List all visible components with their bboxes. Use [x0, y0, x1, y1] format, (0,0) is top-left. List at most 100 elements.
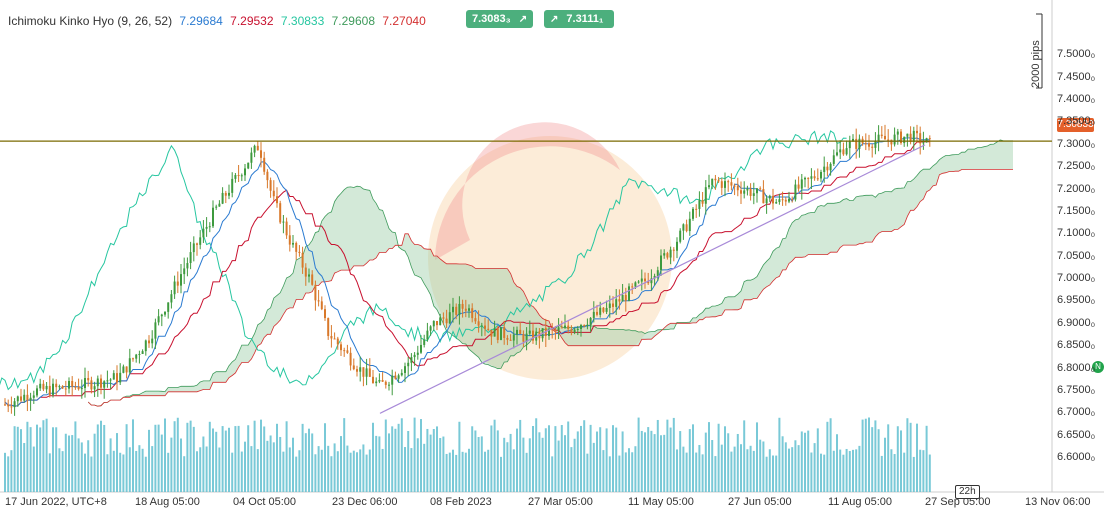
volume-bar [772, 455, 774, 492]
volume-bar [816, 428, 819, 492]
candlestick [474, 312, 477, 324]
volume-bar [244, 441, 246, 492]
candlestick [797, 176, 800, 192]
candlestick [48, 375, 51, 398]
candlestick [759, 186, 762, 191]
candlestick [791, 196, 794, 203]
volume-bar [813, 443, 816, 492]
volume-bar [589, 424, 592, 492]
volume-bar [317, 446, 320, 492]
candlestick [301, 246, 304, 274]
candlestick [676, 237, 678, 259]
volume-bar [87, 440, 90, 492]
candlestick [794, 179, 797, 202]
candlestick [477, 310, 480, 333]
pips-ruler[interactable] [1036, 13, 1043, 89]
y-tick-label: 6.8000₀ [1057, 361, 1096, 374]
candlestick [61, 385, 64, 390]
y-tick-label: 7.0500₀ [1057, 249, 1096, 262]
volume-bar [788, 448, 790, 492]
trend-line[interactable] [379, 144, 926, 414]
candlestick [858, 134, 861, 158]
candlestick [138, 350, 141, 364]
candlestick [340, 341, 342, 356]
y-tick-label: 7.5000₀ [1057, 48, 1096, 61]
x-tick-label: 27 Sep 05:00 [925, 496, 991, 508]
candlestick [288, 225, 291, 252]
candlestick [669, 246, 672, 265]
x-tick-label: 08 Feb 2023 [430, 496, 492, 508]
candlestick [269, 177, 272, 198]
volume-bar [282, 451, 285, 492]
candlestick [845, 140, 848, 156]
candlestick [615, 289, 618, 315]
volume-bar [832, 450, 835, 492]
volume-bar [116, 433, 118, 492]
volume-bar [426, 428, 429, 492]
candlestick [250, 147, 253, 169]
volume-bar [861, 419, 864, 492]
candlestick [23, 389, 26, 403]
volume-bar [909, 422, 912, 492]
x-tick-label: 04 Oct 05:00 [233, 496, 296, 508]
volume-bar [36, 424, 38, 492]
candlestick [234, 173, 237, 183]
candlestick [336, 336, 339, 350]
volume-bar [679, 431, 682, 492]
volume-bar [644, 432, 646, 492]
volume-bar [340, 436, 342, 492]
candlestick [900, 129, 902, 145]
volume-bar [503, 437, 506, 492]
candlestick [816, 168, 819, 181]
candlestick [458, 296, 461, 325]
indicator-legend: Ichimoku Kinko Hyo (9, 26, 52) 7.29684 7… [8, 14, 430, 28]
candlestick [432, 320, 435, 331]
volume-bar [221, 426, 224, 492]
sell-quote[interactable]: 7.3083₃ ↗ [466, 10, 534, 28]
candlestick [100, 374, 102, 395]
volume-bar [704, 432, 707, 492]
volume-bar [333, 443, 336, 492]
buy-quote[interactable]: ↗ 7.3111₁ [544, 10, 614, 28]
volume-bar [336, 451, 339, 492]
volume-bar [858, 445, 861, 492]
candlestick [263, 151, 266, 175]
volume-bar [538, 432, 541, 492]
volume-bar [663, 434, 666, 492]
volume-bar [397, 423, 400, 492]
candlestick [256, 141, 259, 151]
notification-badge[interactable]: N [1092, 361, 1104, 373]
volume-bar [285, 421, 288, 492]
candlestick [292, 235, 294, 248]
volume-bar [756, 422, 758, 492]
volume-bar [208, 421, 211, 492]
y-tick-label: 7.3000₀ [1057, 137, 1096, 150]
y-tick-label: 6.8500₀ [1057, 339, 1096, 352]
volume-bar [13, 426, 16, 492]
volume-bar [343, 418, 346, 492]
candlestick [96, 375, 99, 397]
y-tick-label: 7.1500₀ [1057, 204, 1096, 217]
candlestick [512, 326, 515, 349]
candlestick [490, 329, 493, 345]
candlestick [164, 311, 166, 317]
y-tick-label: 7.2500₀ [1057, 160, 1096, 173]
volume-bar [682, 446, 685, 492]
volume-bar [743, 420, 746, 492]
candlestick [576, 325, 579, 336]
candlestick [215, 204, 218, 210]
volume-bar [525, 452, 528, 492]
senkou-a-value: 7.29608 [331, 14, 376, 28]
volume-bar [157, 424, 160, 492]
volume-bar [119, 452, 122, 492]
candlestick [829, 162, 832, 176]
candlestick [208, 222, 211, 233]
volume-bar [352, 450, 355, 492]
candlestick [839, 140, 842, 160]
volume-bar [500, 456, 502, 492]
candlestick [762, 180, 765, 204]
senkou-span-b [87, 168, 1013, 407]
candlestick [519, 321, 522, 335]
